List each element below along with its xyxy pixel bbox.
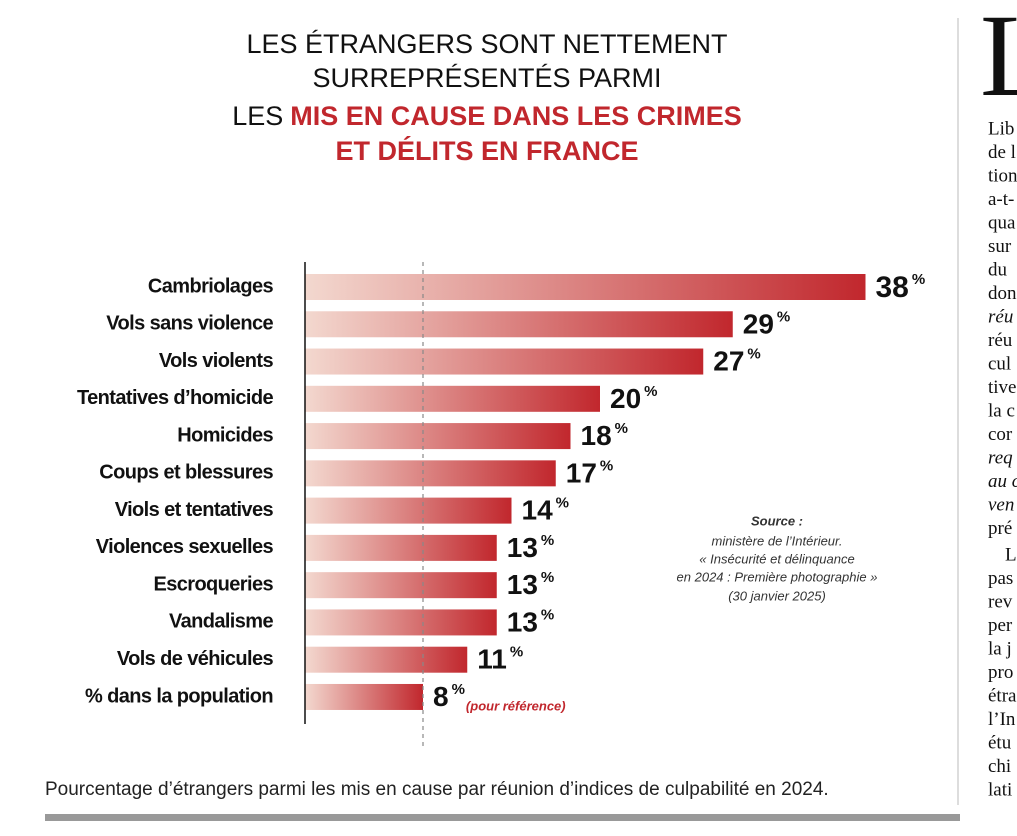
column-line: la j	[988, 638, 1012, 659]
value-label: 29%	[743, 308, 791, 339]
column-line: au c	[988, 471, 1017, 492]
value-label: 13%	[507, 606, 555, 637]
title-line: ET DÉLITS EN FRANCE	[335, 135, 638, 166]
source-heading: Source :	[751, 513, 803, 528]
title-line: LES MIS EN CAUSE DANS LES CRIMES	[232, 101, 742, 131]
bar	[305, 646, 468, 673]
column-line: du	[988, 259, 1008, 280]
category-label: Violences sexuelles	[96, 536, 274, 558]
column-line: cor	[988, 424, 1013, 445]
column-line: cul	[988, 353, 1011, 374]
source-line: (30 janvier 2025)	[728, 588, 826, 603]
bar	[305, 348, 704, 375]
column-line: réu	[988, 330, 1013, 351]
bar	[305, 683, 423, 710]
source-note: Source : ministère de l’Intérieur. « Ins…	[677, 513, 878, 603]
title-line: SURREPRÉSENTÉS PARMI	[312, 63, 661, 93]
value-label: 13%	[507, 532, 555, 563]
column-line: don	[988, 283, 1017, 304]
bar	[305, 497, 512, 524]
column-line: pro	[988, 662, 1013, 683]
column-line: chi	[988, 756, 1011, 777]
value-label: 8%	[433, 681, 465, 712]
source-line: ministère de l’Intérieur.	[711, 533, 842, 548]
column-line: étra	[988, 685, 1017, 706]
value-label: 14%	[522, 495, 570, 526]
category-label: % dans la population	[85, 685, 273, 707]
bar	[305, 460, 556, 487]
category-label: Cambriolages	[148, 275, 274, 297]
column-line: étu	[988, 732, 1012, 753]
column-line: Lib	[988, 118, 1014, 139]
value-label: 11%	[477, 644, 523, 675]
column-line: qua	[988, 212, 1016, 233]
column-line: la c	[988, 400, 1015, 421]
category-label: Vols violents	[159, 350, 274, 372]
title-part: MIS EN CAUSE DANS LES CRIMES	[290, 101, 742, 131]
bar	[305, 423, 571, 450]
chart: Cambriolages 38 % Vols sans violence 29 % Vols…	[77, 262, 925, 748]
category-label: Vols sans violence	[106, 313, 273, 335]
value-label: 13%	[507, 569, 555, 600]
source-line: « Insécurité et délinquance	[699, 551, 854, 566]
column-line: tion	[988, 165, 1017, 186]
column-line: pré	[988, 518, 1012, 539]
bar	[305, 572, 497, 599]
drop-cap: L	[980, 0, 1017, 121]
title-line: LES ÉTRANGERS SONT NETTEMENT	[246, 29, 727, 59]
category-label: Vandalisme	[169, 611, 274, 633]
column-line: per	[988, 615, 1013, 636]
reference-annotation: (pour référence)	[466, 698, 566, 713]
category-label: Coups et blessures	[99, 462, 273, 484]
category-label: Vols de véhicules	[117, 648, 274, 670]
value-label: 17%	[566, 457, 614, 488]
column-line: réu	[988, 306, 1013, 327]
column-line: a-t-	[988, 189, 1014, 210]
bottom-rule	[45, 814, 960, 821]
bar	[305, 385, 600, 412]
column-line: pas	[988, 568, 1013, 589]
column-line: tive	[988, 377, 1017, 398]
column-line: l’In	[988, 709, 1016, 730]
column-line: de l	[988, 142, 1016, 163]
column-line: rev	[988, 591, 1013, 612]
value-label: 27%	[713, 346, 761, 377]
column-line: lati	[988, 779, 1012, 800]
source-line: en 2024 : Première photographie »	[677, 569, 878, 584]
caption: Pourcentage d’étrangers parmi les mis en…	[45, 779, 829, 800]
column-line: ven	[988, 494, 1014, 515]
value-label: 38%	[876, 271, 926, 304]
category-label: Escroqueries	[153, 573, 273, 595]
bar	[305, 609, 497, 636]
bar	[305, 534, 497, 561]
category-label: Viols et tentatives	[115, 499, 274, 521]
column-line: req	[988, 447, 1013, 468]
column-line: sur	[988, 236, 1012, 257]
column-line: L	[1005, 544, 1017, 565]
value-label: 20%	[610, 383, 658, 414]
title-part: LES	[232, 101, 283, 131]
bar	[305, 274, 866, 300]
category-label: Homicides	[177, 424, 273, 446]
bar	[305, 311, 733, 338]
value-label: 18%	[581, 420, 629, 451]
category-label: Tentatives d’homicide	[77, 387, 273, 409]
